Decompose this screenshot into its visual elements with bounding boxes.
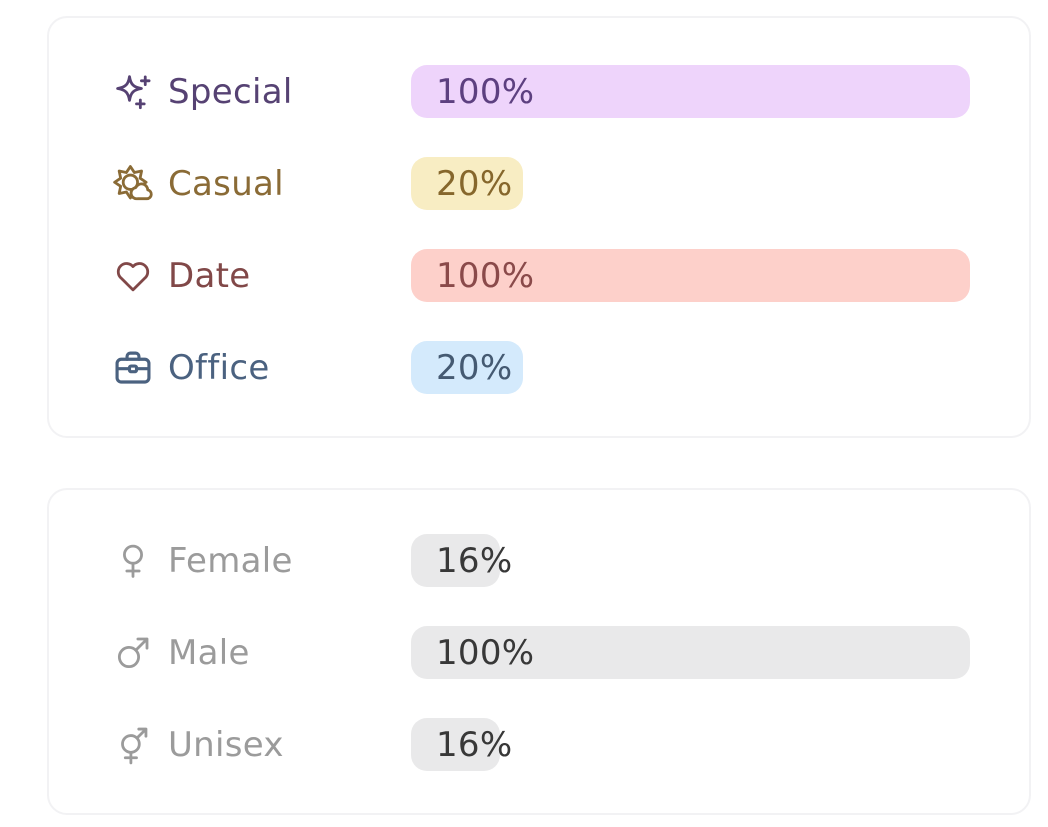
female-icon — [110, 538, 156, 584]
briefcase-icon — [110, 345, 156, 391]
stat-value: 20% — [436, 347, 513, 388]
stat-bar: 16% — [411, 718, 512, 771]
stat-bar-track: 16% — [411, 718, 970, 771]
sparkles-icon — [110, 69, 156, 115]
stat-bar-track: 20% — [411, 341, 970, 394]
stat-row-special: Special 100% — [110, 65, 970, 118]
stat-bar: 20% — [411, 341, 523, 394]
stat-bar: 20% — [411, 157, 523, 210]
stat-row-female: Female 16% — [110, 534, 970, 587]
stat-row-header: Unisex — [110, 722, 411, 768]
sun-cloud-icon — [110, 161, 156, 207]
stat-label: Date — [168, 255, 251, 296]
stat-row-casual: Casual 20% — [110, 157, 970, 210]
occasions-stats-card: Special 100% Casual 20% — [47, 16, 1031, 438]
stat-row-header: Office — [110, 345, 411, 391]
stat-label: Special — [168, 71, 293, 112]
stat-bar-track: 20% — [411, 157, 970, 210]
stat-row-office: Office 20% — [110, 341, 970, 394]
stat-value: 100% — [436, 632, 535, 673]
stat-value: 16% — [436, 540, 513, 581]
stat-value: 100% — [436, 255, 535, 296]
stat-row-unisex: Unisex 16% — [110, 718, 970, 771]
stat-value: 16% — [436, 724, 513, 765]
stat-bar: 16% — [411, 534, 512, 587]
stat-row-header: Casual — [110, 161, 411, 207]
stat-bar: 100% — [411, 65, 970, 118]
stat-bar: 100% — [411, 626, 970, 679]
stat-bar-track: 16% — [411, 534, 970, 587]
stat-label: Female — [168, 540, 293, 581]
heart-icon — [110, 253, 156, 299]
unisex-icon — [110, 722, 156, 768]
male-icon — [110, 630, 156, 676]
stat-value: 100% — [436, 71, 535, 112]
stat-label: Unisex — [168, 724, 284, 765]
stat-row-male: Male 100% — [110, 626, 970, 679]
stat-bar: 100% — [411, 249, 970, 302]
stat-label: Office — [168, 347, 270, 388]
stat-row-header: Date — [110, 253, 411, 299]
stat-row-header: Male — [110, 630, 411, 676]
stat-row-header: Special — [110, 69, 411, 115]
stat-label: Male — [168, 632, 250, 673]
audience-stats-card: Female 16% Male 100% — [47, 488, 1031, 815]
stat-value: 20% — [436, 163, 513, 204]
stat-row-date: Date 100% — [110, 249, 970, 302]
stat-bar-track: 100% — [411, 65, 970, 118]
stat-row-header: Female — [110, 538, 411, 584]
stat-bar-track: 100% — [411, 626, 970, 679]
stat-bar-track: 100% — [411, 249, 970, 302]
stat-label: Casual — [168, 163, 284, 204]
